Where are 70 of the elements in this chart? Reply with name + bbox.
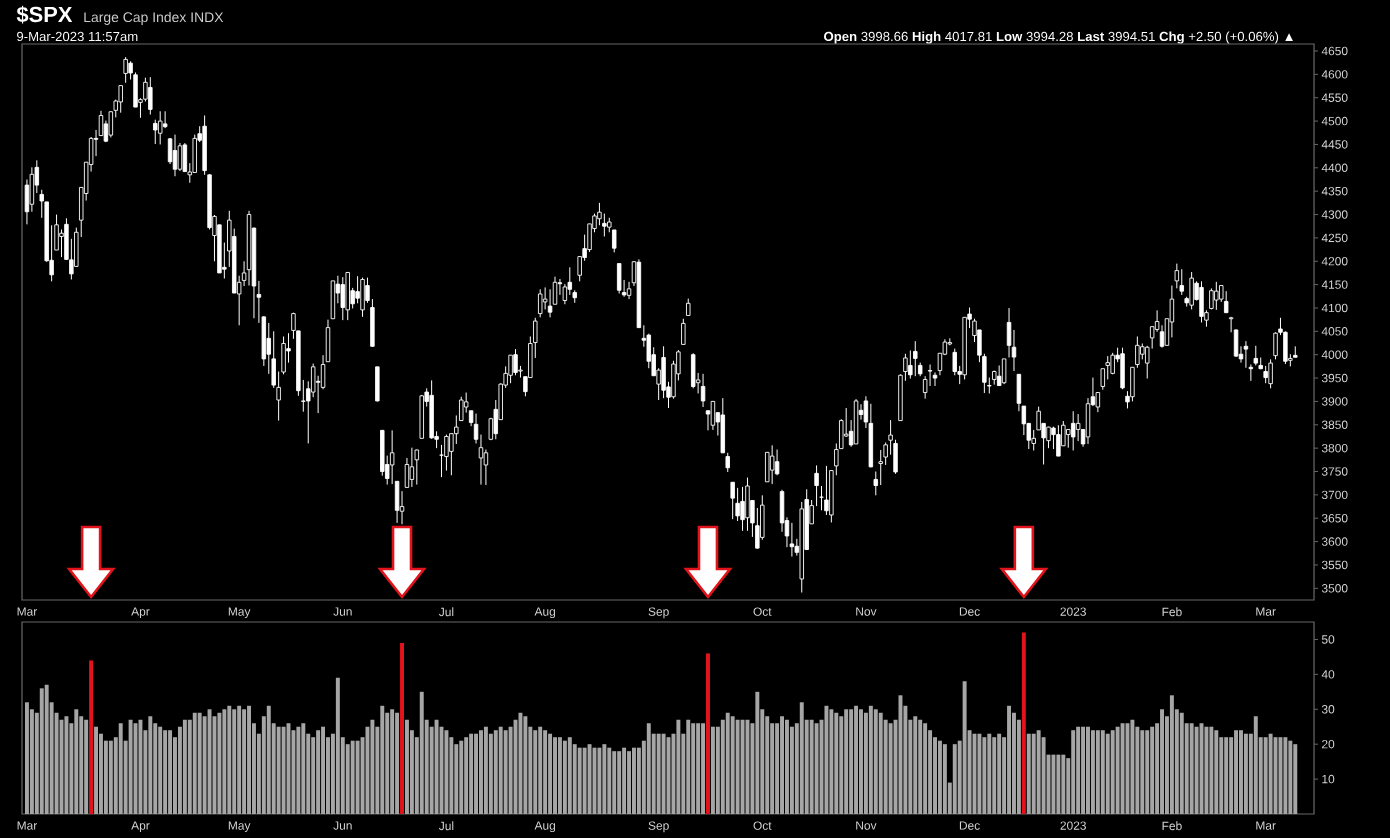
candlestick [1075, 413, 1081, 442]
candlestick [764, 451, 770, 483]
candlestick [616, 262, 622, 294]
candlestick [952, 348, 957, 376]
candlestick [1253, 345, 1259, 366]
candlestick [769, 444, 775, 485]
candlestick [537, 288, 543, 318]
candlestick [908, 349, 913, 380]
candlestick [345, 271, 350, 321]
candlestick [355, 275, 360, 304]
candlestick [730, 481, 735, 520]
candlestick [789, 522, 795, 558]
candlestick [380, 429, 385, 477]
candlestick [360, 277, 365, 318]
candlestick [824, 465, 829, 516]
candlestick [690, 352, 696, 389]
candlestick [745, 477, 750, 532]
candlestick [365, 277, 370, 304]
candlestick [913, 340, 918, 377]
candlestick [148, 76, 153, 116]
candlestick [1066, 428, 1071, 449]
candlestick [429, 379, 434, 440]
candlestick [1268, 358, 1273, 389]
chart-title: $SPX [16, 5, 73, 24]
candlestick [774, 449, 780, 476]
candlestick [681, 318, 686, 345]
candlestick [172, 134, 178, 177]
candlestick [567, 266, 573, 296]
candlestick [330, 280, 336, 320]
candlestick [1021, 405, 1027, 436]
candlestick [542, 286, 548, 310]
candlestick [740, 486, 745, 532]
candlestick [853, 398, 859, 445]
candlestick [444, 434, 449, 472]
candlestick [177, 142, 183, 172]
candlestick [508, 354, 513, 384]
candlestick [1189, 271, 1194, 310]
candlestick [1120, 347, 1125, 390]
candlestick [700, 373, 706, 408]
candlestick [720, 397, 726, 454]
candlestick [705, 409, 711, 431]
candlestick [1199, 280, 1204, 323]
candlestick [878, 449, 883, 486]
candlestick [123, 56, 128, 84]
candlestick [760, 494, 765, 541]
candlestick [1105, 355, 1110, 380]
candlestick [409, 447, 415, 488]
candlestick [932, 371, 938, 387]
candlestick [375, 366, 380, 402]
candlestick [1179, 268, 1184, 296]
candlestick [513, 348, 518, 376]
candlestick [868, 403, 874, 468]
candlestick [710, 400, 716, 431]
candlestick [1056, 424, 1061, 457]
candlestick [414, 449, 420, 486]
candlestick [153, 119, 158, 145]
candlestick [725, 452, 730, 473]
candlestick [1214, 281, 1219, 311]
candlestick [340, 276, 346, 321]
candlestick [1001, 358, 1007, 385]
candlestick [547, 288, 553, 318]
candlestick [735, 487, 740, 522]
candlestick [1070, 410, 1076, 451]
candlestick [118, 85, 123, 114]
candlestick [419, 394, 424, 439]
candlestick [646, 333, 651, 369]
candlestick [1145, 345, 1150, 380]
candlestick [108, 110, 114, 138]
candlestick [157, 110, 163, 145]
candlestick [59, 228, 64, 258]
